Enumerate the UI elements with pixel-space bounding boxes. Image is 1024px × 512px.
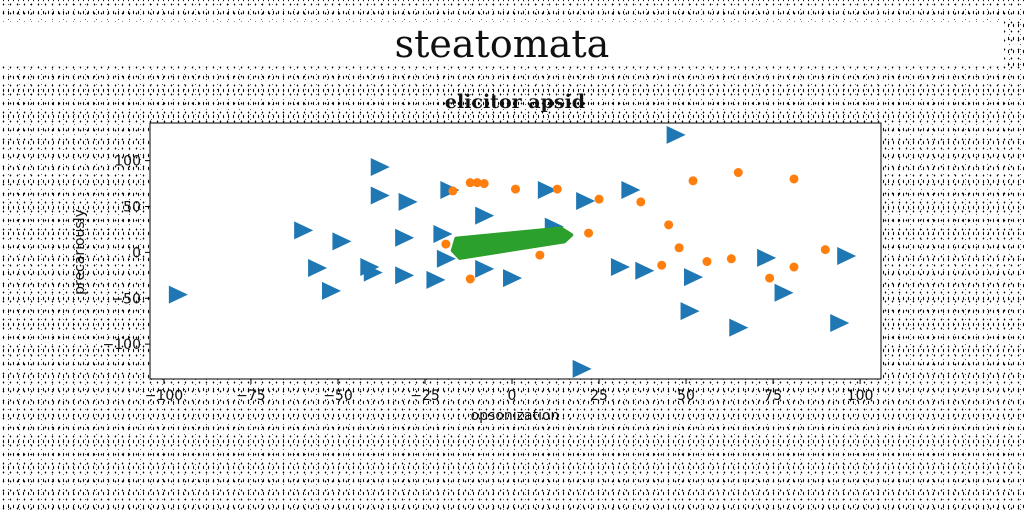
series-1-point: [765, 273, 775, 283]
series-1-point: [789, 174, 799, 184]
y-tick-label: 0: [132, 245, 141, 261]
series-1-point: [465, 274, 475, 284]
series-1-point: [674, 243, 684, 253]
x-tick-label: −75: [236, 388, 266, 404]
series-1-point: [726, 254, 736, 264]
series-1-point: [552, 184, 562, 194]
series-0-point: [503, 269, 523, 288]
series-0-point: [308, 258, 328, 277]
series-0-point: [475, 259, 495, 278]
series-0-point: [322, 281, 342, 300]
series-0-point: [610, 258, 630, 277]
y-axis-ticks: −100 −50 0 50 100: [103, 154, 150, 353]
series-0-point: [370, 158, 390, 177]
x-tick-label: −50: [323, 388, 353, 404]
series-1-point: [448, 186, 458, 196]
series-0-point: [395, 266, 415, 285]
series-0-point: [370, 186, 390, 205]
series-1-point: [733, 168, 743, 178]
series-1-point: [535, 250, 545, 260]
series-0-point: [168, 285, 188, 304]
series-0-point: [576, 191, 596, 210]
series-0-point: [757, 248, 777, 267]
series-1-point: [664, 220, 674, 230]
series-0-point: [684, 268, 704, 287]
series-1-point: [511, 184, 520, 194]
series-0-point: [572, 359, 592, 378]
x-tick-label: −100: [145, 388, 183, 404]
series-1-point: [688, 176, 698, 186]
series-1-point: [584, 228, 594, 238]
series-0-point: [621, 180, 641, 199]
series-0-point: [774, 283, 794, 302]
series-1-point: [657, 260, 667, 270]
series-0-point: [729, 318, 749, 337]
series-0-point: [475, 206, 495, 225]
series-0-point: [433, 225, 453, 244]
x-axis-ticks: −100 −75 −50 −25 0 25 50 75 100: [145, 379, 874, 404]
x-axis-label: opsonization: [471, 408, 560, 424]
series-0-point: [332, 232, 352, 251]
series-1-point: [465, 178, 475, 188]
series-0-point: [680, 302, 700, 321]
x-tick-label: 0: [508, 388, 517, 404]
series-0-point: [436, 249, 456, 268]
series-1-point: [441, 239, 451, 249]
series-0-point: [294, 221, 314, 240]
series-1-point: [594, 194, 604, 204]
series-0-point: [635, 261, 655, 280]
series-0-point: [426, 270, 446, 289]
series-2-region: [450, 226, 574, 260]
series-1-point: [472, 178, 482, 188]
series-0-point: [837, 247, 857, 266]
x-tick-label: 25: [590, 388, 608, 404]
x-tick-label: 75: [764, 388, 782, 404]
x-tick-label: 50: [677, 388, 695, 404]
y-tick-label: 50: [123, 199, 141, 215]
x-tick-label: 100: [847, 388, 874, 404]
series-0-point: [666, 125, 686, 144]
series-1-point: [479, 179, 489, 189]
series-1-point: [789, 262, 799, 272]
series-0-point: [363, 263, 383, 282]
series-1-point: [636, 197, 646, 207]
figure-suptitle: steatomata: [0, 22, 1004, 66]
y-axis-label: precariously: [72, 209, 88, 295]
data-marks: [168, 125, 857, 378]
plot-frame: [149, 122, 882, 380]
chart-title: elicitor apsid: [445, 91, 585, 113]
y-tick-label: 100: [114, 154, 141, 170]
x-tick-label: −25: [410, 388, 440, 404]
series-0-point: [398, 192, 418, 211]
series-0-point: [830, 314, 850, 333]
y-tick-label: −100: [103, 337, 141, 353]
series-0-point: [537, 180, 557, 199]
series-1-point: [820, 245, 830, 255]
series-1-point: [702, 257, 712, 267]
y-tick-label: −50: [111, 291, 141, 307]
series-0-point: [395, 228, 415, 247]
